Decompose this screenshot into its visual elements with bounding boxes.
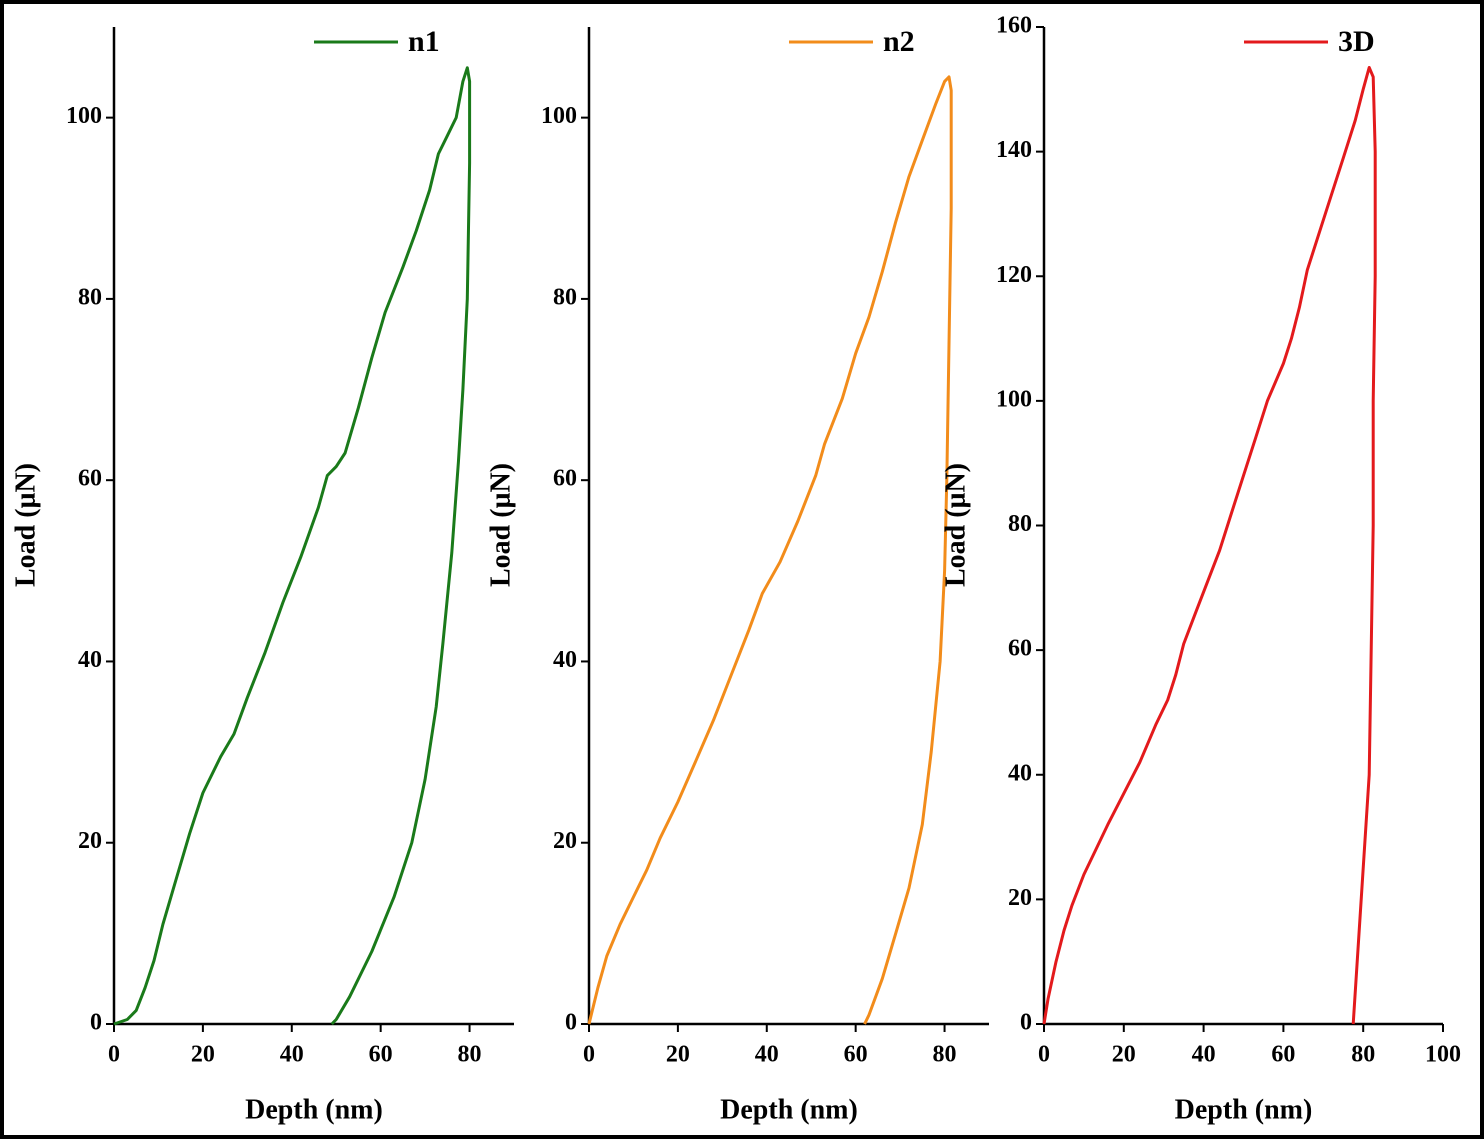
x-axis-label: Depth (nm) [245, 1094, 383, 1125]
y-tick-label: 140 [996, 137, 1032, 163]
legend-label: n2 [883, 25, 915, 58]
x-tick-label: 0 [108, 1042, 120, 1068]
legend-label: 3D [1338, 25, 1375, 58]
y-axis-label: Load (μN) [485, 463, 516, 587]
y-tick-label: 60 [1008, 636, 1032, 662]
y-tick-label: 60 [553, 466, 577, 492]
x-tick-label: 60 [1271, 1042, 1295, 1068]
data-line [113, 66, 472, 1026]
y-tick-label: 20 [78, 828, 102, 854]
y-tick-label: 20 [553, 828, 577, 854]
x-tick-label: 80 [1351, 1042, 1375, 1068]
x-tick-label: 20 [191, 1042, 215, 1068]
y-tick-label: 100 [66, 103, 102, 129]
x-tick-label: 100 [1425, 1042, 1461, 1068]
x-tick-label: 40 [755, 1042, 779, 1068]
x-tick-label: 20 [1112, 1042, 1136, 1068]
y-tick-label: 0 [565, 1010, 577, 1036]
y-tick-label: 160 [996, 13, 1032, 39]
x-tick-label: 40 [1192, 1042, 1216, 1068]
x-tick-label: 80 [933, 1042, 957, 1068]
x-tick-label: 0 [1038, 1042, 1050, 1068]
y-axis-label: Load (μN) [940, 463, 971, 587]
data-line [1042, 66, 1377, 1025]
y-tick-label: 120 [996, 262, 1032, 288]
x-tick-label: 80 [458, 1042, 482, 1068]
x-axis-label: Depth (nm) [720, 1094, 858, 1125]
y-tick-label: 0 [1020, 1010, 1032, 1036]
y-tick-label: 60 [78, 466, 102, 492]
y-tick-label: 0 [90, 1010, 102, 1036]
y-tick-label: 100 [541, 103, 577, 129]
y-tick-label: 40 [1008, 760, 1032, 786]
data-line [587, 75, 953, 1025]
x-axis-label: Depth (nm) [1175, 1094, 1313, 1125]
x-tick-label: 60 [369, 1042, 393, 1068]
y-tick-label: 100 [996, 386, 1032, 412]
x-tick-label: 40 [280, 1042, 304, 1068]
x-tick-label: 0 [583, 1042, 595, 1068]
y-tick-label: 40 [78, 647, 102, 673]
y-tick-label: 80 [78, 284, 102, 310]
y-tick-label: 80 [553, 284, 577, 310]
y-tick-label: 20 [1008, 885, 1032, 911]
x-tick-label: 20 [666, 1042, 690, 1068]
y-axis-label: Load (μN) [10, 463, 41, 587]
y-tick-label: 40 [553, 647, 577, 673]
x-tick-label: 60 [844, 1042, 868, 1068]
y-tick-label: 80 [1008, 511, 1032, 537]
legend-label: n1 [408, 25, 440, 58]
